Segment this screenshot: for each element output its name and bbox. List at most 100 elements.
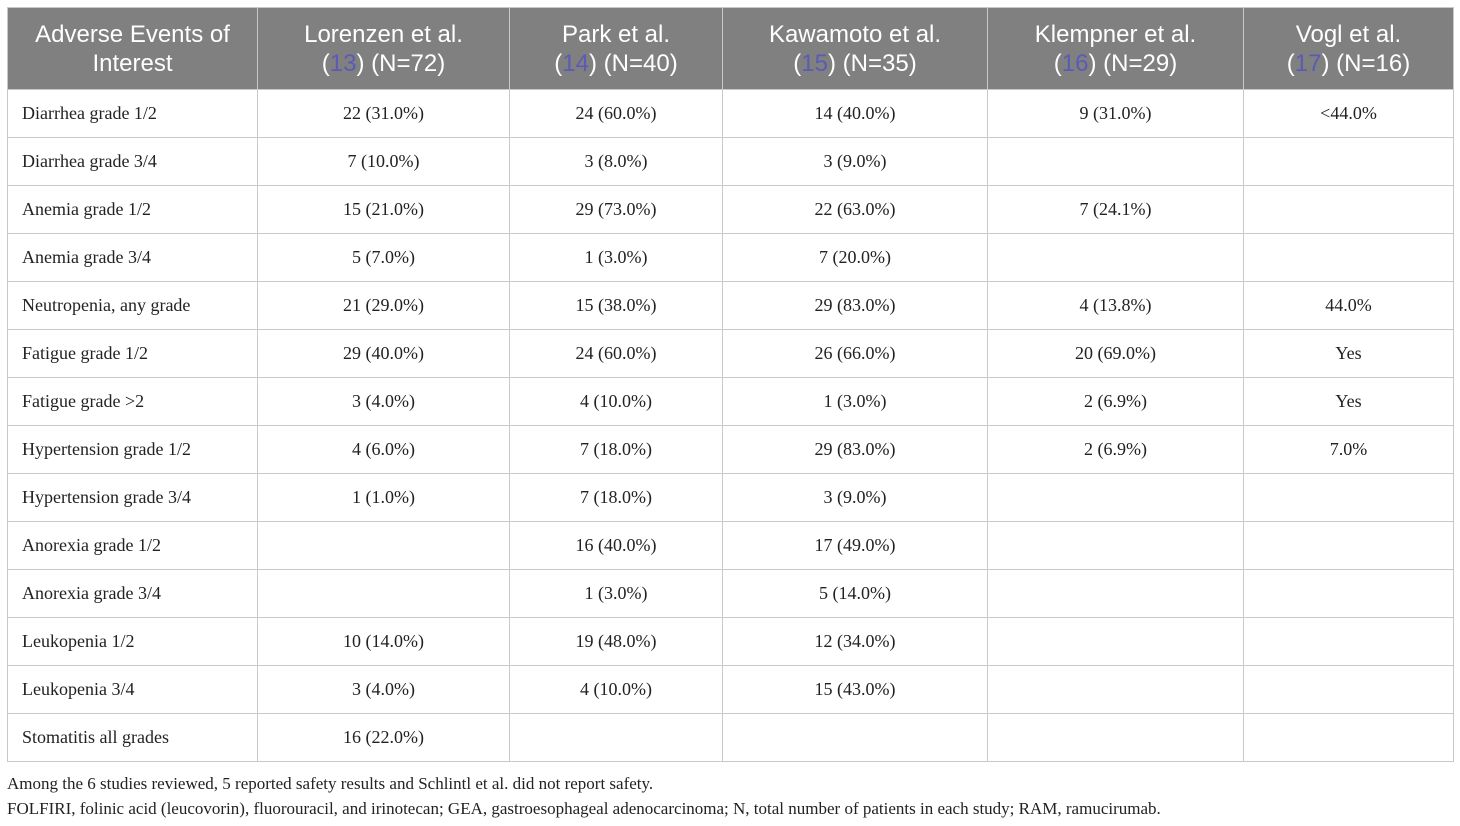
- study-name: Vogl et al.: [1295, 20, 1402, 48]
- table-row: Anemia grade 3/4 5 (7.0%) 1 (3.0%) 7 (20.0%…: [7, 233, 1454, 282]
- reference-link[interactable]: 14: [562, 49, 589, 77]
- row-label: Leukopenia 1/2: [7, 617, 258, 666]
- table-cell: 4 (10.0%): [509, 377, 723, 426]
- header-study-vogl: Vogl et al. (17) (N=16): [1243, 7, 1454, 90]
- table-row: Leukopenia 1/2 10 (14.0%) 19 (48.0%) 12 (34…: [7, 617, 1454, 666]
- table-cell: [1243, 665, 1454, 714]
- table-cell: 44.0%: [1243, 281, 1454, 330]
- table-cell: 17 (49.0%): [722, 521, 988, 570]
- table-cell: [1243, 185, 1454, 234]
- reference-link[interactable]: 16: [1061, 49, 1089, 77]
- table-cell: [987, 665, 1244, 714]
- table-cell: [722, 713, 988, 762]
- table-cell: 26 (66.0%): [722, 329, 988, 378]
- row-label: Hypertension grade 1/2: [7, 425, 258, 474]
- row-label: Neutropenia, any grade: [7, 281, 258, 330]
- table-cell: 7 (20.0%): [722, 233, 988, 282]
- table-cell: 15 (38.0%): [509, 281, 723, 330]
- table-cell: 9 (31.0%): [987, 89, 1244, 138]
- row-label: Hypertension grade 3/4: [7, 473, 258, 522]
- row-label: Stomatitis all grades: [7, 713, 258, 762]
- table-cell: 4 (13.8%): [987, 281, 1244, 330]
- table-row: Diarrhea grade 3/4 7 (10.0%) 3 (8.0%) 3 (9.…: [7, 137, 1454, 186]
- row-label: Anorexia grade 3/4: [7, 569, 258, 618]
- table-cell: 3 (4.0%): [257, 665, 510, 714]
- reference-link[interactable]: 13: [329, 49, 357, 77]
- footnote: FOLFIRI, folinic acid (leucovorin), fluo…: [7, 799, 1161, 818]
- table-cell: 10 (14.0%): [257, 617, 510, 666]
- header-study-park: Park et al. (14) (N=40): [509, 7, 723, 90]
- table-row: Fatigue grade >2 3 (4.0%) 4 (10.0%) 1 (3.0%…: [7, 377, 1454, 426]
- table-cell: 29 (83.0%): [722, 425, 988, 474]
- adverse-events-table-container: Adverse Events of Interest Lorenzen et a…: [7, 7, 1454, 762]
- table-cell: [1243, 713, 1454, 762]
- table-cell: 7 (18.0%): [509, 473, 723, 522]
- study-n: (N=16): [1336, 49, 1411, 77]
- table-cell: 3 (8.0%): [509, 137, 723, 186]
- table-cell: Yes: [1243, 377, 1454, 426]
- footnote: Among the 6 studies reviewed, 5 reported…: [7, 774, 654, 793]
- table-row: Stomatitis all grades 16 (22.0%): [7, 713, 1454, 762]
- study-n: (N=72): [371, 49, 446, 77]
- table-cell: [987, 569, 1244, 618]
- header-study-kawamoto: Kawamoto et al. (15) (N=35): [722, 7, 988, 90]
- table-row: Anorexia grade 3/4 1 (3.0%) 5 (14.0%): [7, 569, 1454, 618]
- table-cell: [1243, 521, 1454, 570]
- study-n: (N=29): [1103, 49, 1178, 77]
- table-cell: 3 (9.0%): [722, 473, 988, 522]
- table-body: Diarrhea grade 1/2 22 (31.0%) 24 (60.0%) 14…: [7, 89, 1454, 762]
- table-cell: 24 (60.0%): [509, 89, 723, 138]
- table-cell: [1243, 617, 1454, 666]
- table-cell: 2 (6.9%): [987, 377, 1244, 426]
- row-label: Anemia grade 1/2: [7, 185, 258, 234]
- reference-link[interactable]: 15: [801, 49, 828, 77]
- table-cell: 12 (34.0%): [722, 617, 988, 666]
- table-row: Anemia grade 1/2 15 (21.0%) 29 (73.0%) 22 (…: [7, 185, 1454, 234]
- table-cell: 1 (3.0%): [509, 569, 723, 618]
- table-cell: [1243, 137, 1454, 186]
- table-cell: 1 (3.0%): [722, 377, 988, 426]
- reference-link[interactable]: 17: [1294, 49, 1322, 77]
- table-cell: [1243, 233, 1454, 282]
- table-cell: 7 (24.1%): [987, 185, 1244, 234]
- table-cell: 1 (1.0%): [257, 473, 510, 522]
- table-cell: 29 (73.0%): [509, 185, 723, 234]
- table-cell: [1243, 569, 1454, 618]
- table-row: Neutropenia, any grade 21 (29.0%) 15 (38.0…: [7, 281, 1454, 330]
- table-cell: [509, 713, 723, 762]
- table-cell: 20 (69.0%): [987, 329, 1244, 378]
- table-cell: 24 (60.0%): [509, 329, 723, 378]
- table-cell: 29 (40.0%): [257, 329, 510, 378]
- row-label: Diarrhea grade 1/2: [7, 89, 258, 138]
- table-cell: 19 (48.0%): [509, 617, 723, 666]
- table-cell: 7 (10.0%): [257, 137, 510, 186]
- row-label: Diarrhea grade 3/4: [7, 137, 258, 186]
- row-label: Anorexia grade 1/2: [7, 521, 258, 570]
- row-label: Leukopenia 3/4: [7, 665, 258, 714]
- row-label: Anemia grade 3/4: [7, 233, 258, 282]
- table-cell: 15 (21.0%): [257, 185, 510, 234]
- table-cell: 4 (6.0%): [257, 425, 510, 474]
- study-name: Park et al.: [561, 20, 671, 48]
- table-cell: Yes: [1243, 329, 1454, 378]
- table-cell: 5 (14.0%): [722, 569, 988, 618]
- table-cell: 7 (18.0%): [509, 425, 723, 474]
- table-row: Leukopenia 3/4 3 (4.0%) 4 (10.0%) 15 (43.0%…: [7, 665, 1454, 714]
- table-row: Fatigue grade 1/2 29 (40.0%) 24 (60.0%) 26 …: [7, 329, 1454, 378]
- table-row: Hypertension grade 1/2 4 (6.0%) 7 (18.0%) 2…: [7, 425, 1454, 474]
- study-name: Lorenzen et al.: [304, 20, 463, 48]
- table-cell: 16 (22.0%): [257, 713, 510, 762]
- study-name: Kawamoto et al.: [768, 20, 942, 48]
- study-name: Klempner et al.: [1034, 20, 1197, 48]
- table-footnotes: Among the 6 studies reviewed, 5 reported…: [7, 771, 1453, 821]
- table-cell: [1243, 473, 1454, 522]
- table-cell: [257, 569, 510, 618]
- table-cell: [987, 713, 1244, 762]
- table-cell: [987, 521, 1244, 570]
- table-cell: 22 (63.0%): [722, 185, 988, 234]
- table-row: Hypertension grade 3/4 1 (1.0%) 7 (18.0%) 3…: [7, 473, 1454, 522]
- row-label: Fatigue grade 1/2: [7, 329, 258, 378]
- table-cell: [257, 521, 510, 570]
- table-row: Anorexia grade 1/2 16 (40.0%) 17 (49.0%): [7, 521, 1454, 570]
- table-cell: 3 (9.0%): [722, 137, 988, 186]
